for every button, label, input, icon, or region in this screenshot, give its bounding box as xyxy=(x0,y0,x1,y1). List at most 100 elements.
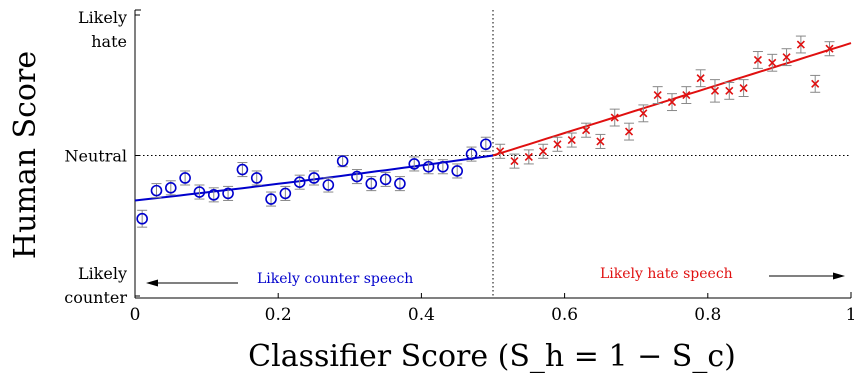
circle-marker xyxy=(193,186,206,198)
x-tick-label: 0 xyxy=(130,305,141,325)
data-point xyxy=(236,162,249,178)
circle-marker xyxy=(365,177,378,190)
x-tick-label: 0.4 xyxy=(408,305,435,325)
y-tick-label: Likely xyxy=(78,264,127,283)
data-point xyxy=(136,209,148,228)
tick-labels: 0 0.2 0.4 0.6 0.8 1 Likely hate Neutral Likely cou… xyxy=(64,8,856,325)
data-point xyxy=(652,86,663,105)
data-point xyxy=(165,180,177,196)
data-point xyxy=(250,170,263,186)
circle-marker xyxy=(136,212,148,225)
circle-marker xyxy=(451,165,464,177)
data-point xyxy=(667,93,677,112)
data-point xyxy=(193,184,206,200)
x-marker xyxy=(539,147,548,156)
data-point xyxy=(150,183,163,199)
data-point xyxy=(279,185,292,201)
y-tick-label: Likely xyxy=(78,8,127,27)
data-point xyxy=(724,81,735,100)
circle-marker xyxy=(336,155,349,167)
circle-marker xyxy=(422,160,435,173)
reference-lines xyxy=(135,10,851,298)
data-point xyxy=(795,35,806,54)
circle-marker xyxy=(250,172,263,184)
data-point xyxy=(437,159,449,175)
circle-marker xyxy=(480,138,492,151)
data-point xyxy=(451,163,464,179)
circle-marker xyxy=(308,172,320,184)
x-marker xyxy=(596,137,605,146)
data-point xyxy=(581,122,592,138)
x-marker xyxy=(796,40,805,49)
circle-marker xyxy=(322,179,335,191)
data-point xyxy=(595,133,606,149)
x-marker xyxy=(653,91,662,100)
data-point xyxy=(495,143,506,159)
circle-marker xyxy=(394,177,406,190)
data-point xyxy=(709,79,720,103)
arrow-right-icon xyxy=(769,272,845,280)
x-marker xyxy=(768,58,777,67)
x-marker xyxy=(739,83,748,93)
x-marker xyxy=(825,44,834,53)
x-marker xyxy=(567,135,576,145)
x-marker xyxy=(496,147,505,156)
x-marker xyxy=(610,113,619,122)
data-point xyxy=(322,177,335,193)
annotation-hate: Likely hate speech xyxy=(600,266,733,282)
data-point xyxy=(566,132,577,148)
circle-marker xyxy=(207,189,220,201)
data-point xyxy=(609,108,620,127)
data-point xyxy=(752,51,763,69)
x-marker xyxy=(524,152,533,161)
x-marker xyxy=(682,91,691,100)
circle-marker xyxy=(465,148,478,160)
data-point xyxy=(695,69,706,88)
x-tick-label: 0.8 xyxy=(694,305,721,325)
x-marker xyxy=(753,55,762,65)
x-tick-label: 0.2 xyxy=(265,305,292,325)
data-point xyxy=(308,170,320,186)
circle-marker xyxy=(150,184,163,197)
circle-marker xyxy=(222,187,234,200)
data-point xyxy=(810,74,821,93)
x-marker xyxy=(553,140,562,149)
data-point xyxy=(351,169,363,185)
circle-marker xyxy=(408,158,421,170)
circle-marker xyxy=(379,173,392,186)
circle-marker xyxy=(265,193,277,205)
x-axis-title: Classifier Score (S_h = 1 − S_c) xyxy=(248,339,736,374)
x-marker xyxy=(624,127,634,136)
data-point xyxy=(480,136,492,152)
data-point xyxy=(681,86,692,105)
x-marker xyxy=(811,79,820,88)
y-tick-label: counter xyxy=(64,288,127,307)
data-point xyxy=(293,174,306,190)
data-point xyxy=(509,153,520,169)
data-point xyxy=(336,155,349,168)
x-marker xyxy=(725,86,734,95)
data-point xyxy=(265,191,277,207)
data-point xyxy=(738,79,749,97)
data-point xyxy=(767,53,778,72)
data-point xyxy=(422,159,435,175)
x-marker xyxy=(582,126,591,135)
data-points xyxy=(136,35,835,228)
circle-marker xyxy=(437,160,449,173)
data-point xyxy=(207,187,220,203)
x-marker xyxy=(782,53,791,62)
arrow-left-icon xyxy=(146,279,238,287)
data-point xyxy=(781,48,792,67)
data-point xyxy=(538,143,549,159)
x-marker xyxy=(667,98,677,107)
circle-marker xyxy=(279,187,292,200)
annotation-counter: Likely counter speech xyxy=(257,271,413,287)
data-point xyxy=(179,170,191,186)
circle-marker xyxy=(351,170,363,183)
x-tick-label: 0.6 xyxy=(551,305,578,325)
data-point xyxy=(552,136,563,152)
circle-marker xyxy=(236,163,249,176)
data-point xyxy=(394,176,406,192)
y-axis-title: Human Score xyxy=(8,51,43,259)
